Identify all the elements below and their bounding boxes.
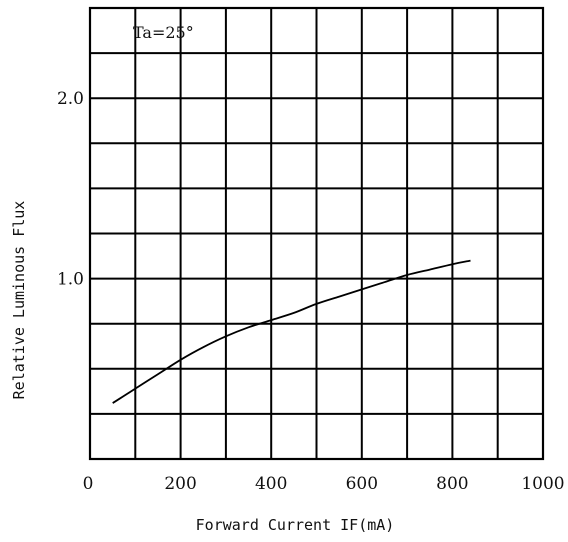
tick-labels: 0 200 400 600 800 1000 1.0 2.0 — [57, 89, 565, 494]
x-tick-label: 0 — [83, 474, 94, 494]
x-axis-label: Forward Current IF(mA) — [196, 516, 395, 534]
x-tick-label: 200 — [164, 474, 196, 494]
x-tick-label: 600 — [346, 474, 378, 494]
y-tick-label: 1.0 — [57, 270, 84, 290]
x-tick-label: 800 — [436, 474, 468, 494]
x-tick-label: 1000 — [521, 474, 564, 494]
grid — [90, 8, 543, 459]
y-tick-label: 2.0 — [57, 89, 84, 109]
x-tick-label: 400 — [255, 474, 287, 494]
series-layer — [112, 259, 471, 404]
flux-curve — [112, 259, 471, 404]
plot-frame — [88, 6, 545, 461]
y-axis-label: Relative Luminous Flux — [10, 201, 28, 400]
temperature-annotation: Ta=25° — [133, 23, 194, 42]
